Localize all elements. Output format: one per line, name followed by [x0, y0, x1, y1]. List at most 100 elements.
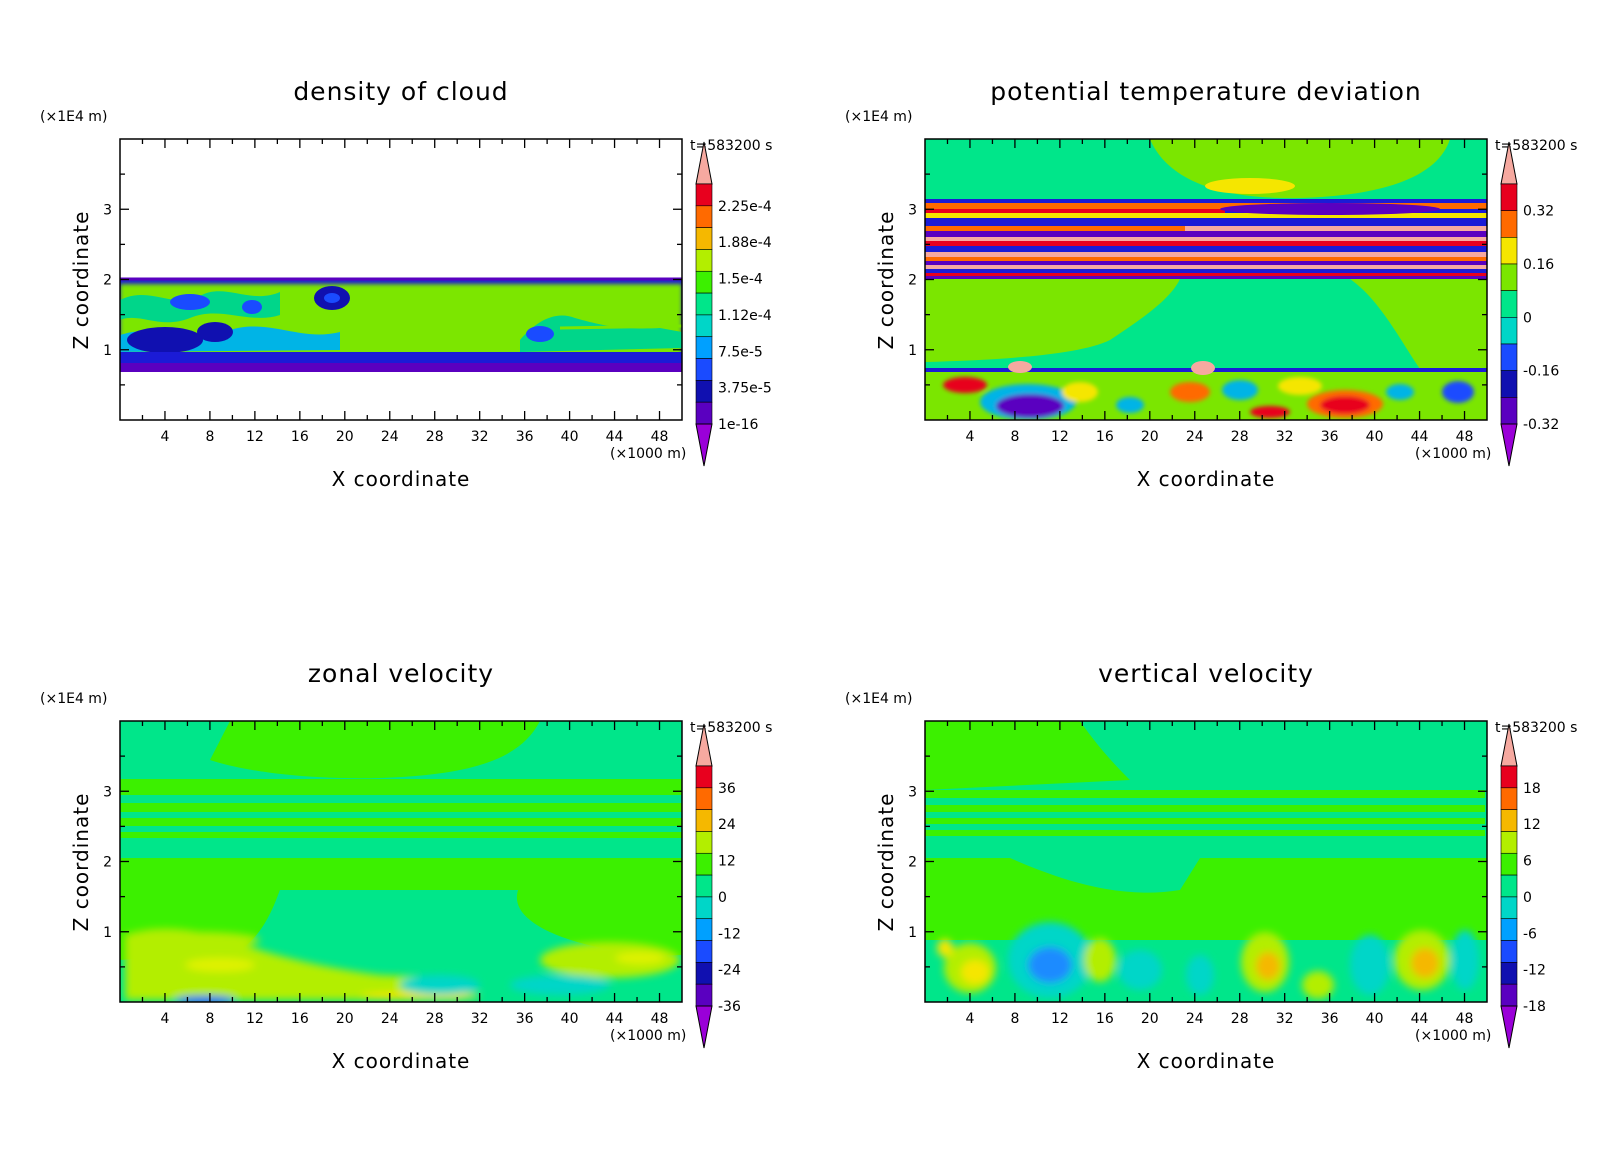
colorbar-swatch — [695, 940, 713, 963]
y-axis-ticks: 1 2 3 — [103, 173, 682, 386]
panel-zonal-velocity: zonal velocity (×1E4 m) t=583200 s — [40, 659, 772, 1073]
colorbar-swatch — [695, 358, 713, 381]
y-tick-label: 1 — [103, 925, 112, 941]
colorbar: 2.25e-4 1.88e-4 1.5e-4 1.12e-4 7.5e-5 3.75e-5… — [695, 141, 772, 467]
colorbar-swatch — [695, 292, 713, 316]
y-tick-label: 2 — [908, 855, 917, 871]
colorbar-swatch — [695, 787, 713, 810]
colorbar: 18 12 6 0 -6 -12 -18 — [1500, 723, 1546, 1049]
colorbar-label: 1.5e-4 — [718, 272, 763, 288]
colorbar-label: -0.32 — [1523, 417, 1559, 433]
x-axis-ticks: 4 8 12 16 20 24 28 32 36 40 44 48 — [141, 139, 669, 445]
colorbar-label: 1.12e-4 — [718, 308, 772, 324]
colorbar-swatch — [695, 183, 713, 207]
x-tick-label: 16 — [291, 429, 309, 445]
y-tick-label: 2 — [908, 273, 917, 289]
y-axis-ticks: 1 2 3 — [908, 173, 1487, 386]
y-unit-label: (×1E4 m) — [40, 109, 107, 125]
time-label: t=583200 s — [1495, 138, 1577, 154]
x-tick-label: 4 — [160, 429, 169, 445]
colorbar-swatch — [1500, 983, 1518, 1007]
colorbar-swatch — [1500, 787, 1518, 810]
colorbar-swatch — [695, 831, 713, 854]
colorbar-swatch — [695, 896, 713, 920]
x-tick-label: 12 — [246, 1011, 264, 1027]
x-tick-label: 28 — [1231, 429, 1249, 445]
heatmap-field — [120, 721, 682, 1002]
colorbar-min-arrow — [695, 423, 713, 467]
colorbar-label: 18 — [1523, 781, 1541, 797]
colorbar-label: 1.88e-4 — [718, 235, 772, 251]
colorbar-label: 1e-16 — [718, 417, 758, 433]
colorbar-swatch — [695, 983, 713, 1007]
x-axis-ticks: 4 8 12 16 20 24 28 32 36 40 44 48 — [946, 139, 1473, 445]
y-axis-label: Z coordinate — [69, 793, 93, 932]
colorbar-label: 0 — [1523, 310, 1532, 326]
x-tick-label: 28 — [426, 429, 444, 445]
colorbar-label: 0 — [718, 890, 727, 906]
colorbar-swatch — [1500, 317, 1518, 345]
colorbar-swatch — [695, 874, 713, 898]
x-tick-label: 44 — [606, 429, 624, 445]
time-label: t=583200 s — [690, 138, 772, 154]
colorbar-label: -0.16 — [1523, 364, 1559, 380]
colorbar-label: 7.5e-5 — [718, 344, 763, 360]
x-tick-label: 44 — [1411, 429, 1429, 445]
colorbar: 36 24 12 0 -12 -24 -36 — [695, 723, 741, 1049]
y-tick-label: 3 — [103, 784, 112, 800]
x-tick-label: 8 — [1010, 429, 1019, 445]
x-tick-label: 20 — [336, 1011, 354, 1027]
colorbar-swatch — [1500, 809, 1518, 832]
x-tick-label: 20 — [1141, 1011, 1159, 1027]
y-axis-label: Z coordinate — [874, 793, 898, 932]
colorbar-swatch — [695, 918, 713, 941]
y-axis-label: Z coordinate — [69, 211, 93, 350]
panel-vertical-velocity: vertical velocity (×1E4 m) t=583200 s — [845, 659, 1577, 1073]
colorbar-swatch — [1500, 852, 1518, 876]
y-tick-label: 2 — [103, 855, 112, 871]
colorbar-swatch — [695, 270, 713, 294]
y-tick-label: 3 — [908, 784, 917, 800]
panel-potential-temperature-deviation: potential temperature deviation (×1E4 m)… — [845, 77, 1577, 491]
colorbar-swatch — [1500, 940, 1518, 963]
x-tick-label: 8 — [1010, 1011, 1019, 1027]
colorbar-min-arrow — [1500, 423, 1518, 467]
colorbar-swatch — [1500, 370, 1518, 398]
x-tick-label: 24 — [381, 429, 399, 445]
colorbar-label: -24 — [718, 963, 741, 979]
x-tick-label: 48 — [1456, 1011, 1474, 1027]
time-label: t=583200 s — [1495, 720, 1577, 736]
colorbar-swatch — [1500, 183, 1518, 211]
colorbar-label: -18 — [1523, 999, 1546, 1015]
x-tick-label: 24 — [381, 1011, 399, 1027]
colorbar-min-arrow — [1500, 1005, 1518, 1049]
colorbar-swatch — [1500, 397, 1518, 425]
colorbar-min-arrow — [695, 1005, 713, 1049]
x-axis-label: X coordinate — [1137, 1049, 1276, 1073]
heatmap-field — [120, 139, 682, 420]
colorbar-swatch — [695, 765, 713, 789]
y-unit-label: (×1E4 m) — [845, 691, 912, 707]
x-tick-label: 32 — [1276, 1011, 1294, 1027]
colorbar-swatch — [1500, 290, 1518, 318]
x-axis-ticks: 4 8 12 16 20 24 28 32 36 40 44 48 — [141, 721, 669, 1027]
x-tick-label: 12 — [246, 429, 264, 445]
y-tick-label: 1 — [908, 925, 917, 941]
x-tick-label: 48 — [651, 1011, 669, 1027]
colorbar-label: -6 — [1523, 926, 1537, 942]
x-tick-label: 48 — [651, 429, 669, 445]
x-unit-label: (×1000 m) — [1415, 1028, 1491, 1044]
x-tick-label: 12 — [1051, 429, 1069, 445]
colorbar-swatch — [695, 249, 713, 272]
colorbar-swatch — [695, 852, 713, 876]
y-axis-ticks: 1 2 3 — [908, 755, 1487, 968]
colorbar-label: 36 — [718, 781, 736, 797]
x-tick-label: 40 — [1366, 429, 1384, 445]
colorbar-swatch — [1500, 874, 1518, 898]
x-tick-label: 20 — [336, 429, 354, 445]
x-tick-label: 8 — [205, 429, 214, 445]
heatmap-field — [925, 721, 1487, 1002]
colorbar-swatch — [1500, 210, 1518, 238]
x-axis-label: X coordinate — [1137, 467, 1276, 491]
